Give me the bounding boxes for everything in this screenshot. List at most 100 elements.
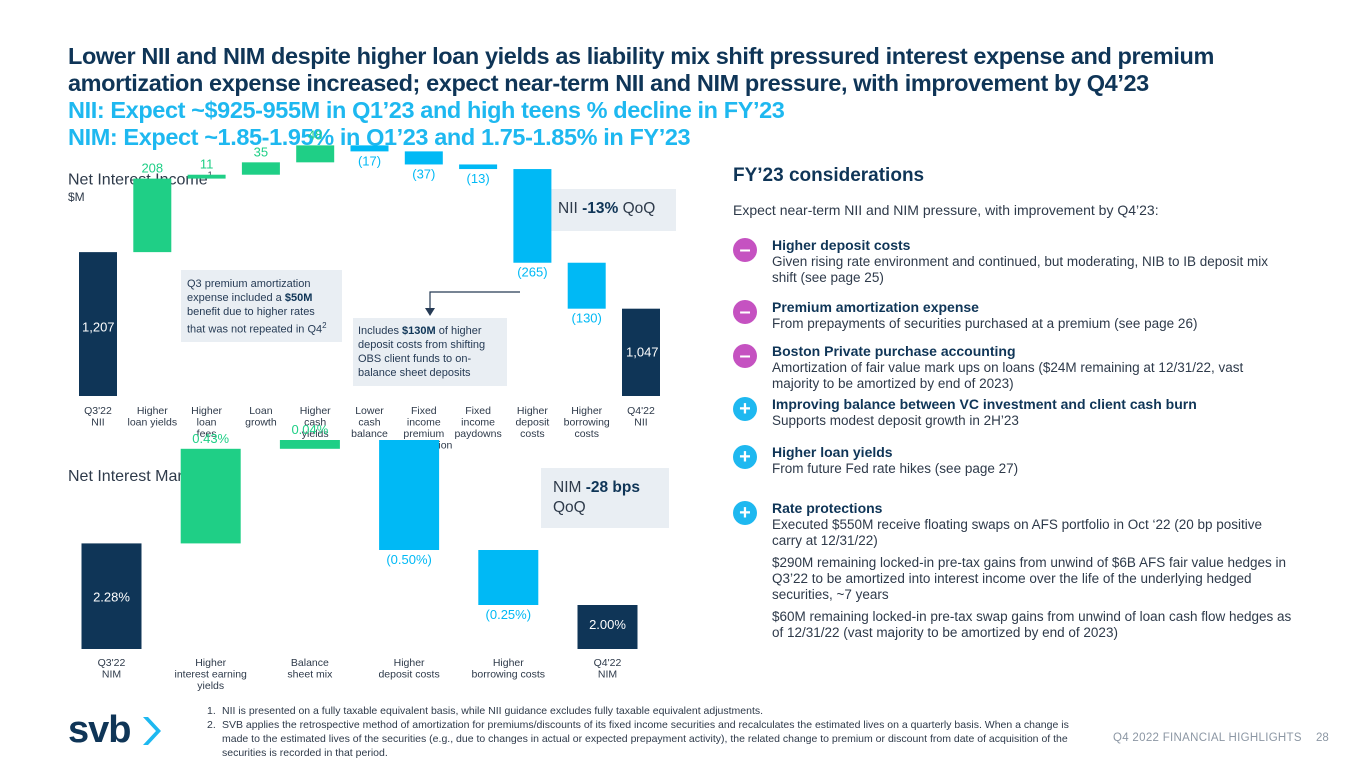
category-tick-label: Higher xyxy=(517,405,548,417)
chart-bar xyxy=(279,440,340,449)
chart-bar xyxy=(350,145,389,152)
bar-value-label: (0.50%) xyxy=(386,552,432,567)
plus-icon: + xyxy=(733,397,757,421)
nii-unit-label: $M xyxy=(68,190,85,204)
bar-value-label: 1,207 xyxy=(82,319,115,334)
category-tick-label: borrowing xyxy=(564,417,610,429)
plus-icon: + xyxy=(733,445,757,469)
consideration-head: Improving balance between VC investment … xyxy=(772,396,1197,412)
fy23-considerations-panel: FY’23 considerations Expect near-term NI… xyxy=(733,165,1293,640)
category-tick-label: loan xyxy=(197,417,217,429)
chart-bar xyxy=(513,169,552,263)
bar-value-label: 2.00% xyxy=(589,617,626,632)
consideration-text: Executed $550M receive floating swaps on… xyxy=(772,517,1263,548)
consideration-head: Rate protections xyxy=(772,500,883,516)
category-tick-label: deposit xyxy=(515,417,549,429)
category-tick-label: NII xyxy=(634,417,647,429)
bar-value-label: 35 xyxy=(254,144,268,159)
consideration-text: From future Fed rate hikes (see page 27) xyxy=(772,461,1019,476)
category-tick-label: Higher xyxy=(493,657,524,669)
category-tick-label: Loan xyxy=(249,405,273,417)
chart-bar xyxy=(459,164,498,170)
category-tick-label: Balance xyxy=(291,657,329,669)
footnote: 2. SVB applies the retrospective method o… xyxy=(207,719,1069,759)
category-tick-label: Higher xyxy=(571,405,602,417)
footnotes: 1. NII is presented on a fully taxable eq… xyxy=(207,704,1097,760)
chart-bar xyxy=(296,145,335,163)
subtitle-nii: NII: Expect ~$925-955M in Q1’23 and high… xyxy=(68,97,785,123)
bar-value-label: 2.28% xyxy=(93,589,130,604)
consideration-text: $60M remaining locked-in pre-tax swap ga… xyxy=(772,609,1292,640)
chart-bar xyxy=(180,448,241,544)
consideration-text: Given rising rate environment and contin… xyxy=(772,254,1269,285)
chart-bar xyxy=(133,178,172,253)
category-tick-label: balance xyxy=(351,428,388,440)
category-tick-label: deposit costs xyxy=(378,669,439,681)
bar-value-label: (13) xyxy=(467,171,490,186)
chart-bar xyxy=(577,605,638,649)
page-number: 28 xyxy=(1316,732,1329,744)
category-tick-label: Q4'22 xyxy=(594,657,622,669)
considerations-title: FY’23 considerations xyxy=(733,165,925,186)
consideration-text: Amortization of fair value mark ups on l… xyxy=(772,360,1244,391)
category-tick-label: paydowns xyxy=(454,428,501,440)
category-tick-label: growth xyxy=(245,417,277,429)
category-tick-label: cash xyxy=(358,417,380,429)
category-tick-label: Lower xyxy=(355,405,384,417)
category-tick-label: Q3'22 xyxy=(84,405,112,417)
consideration-head: Premium amortization expense xyxy=(772,299,979,315)
category-tick-label: income xyxy=(407,417,441,429)
plus-icon: + xyxy=(733,501,757,525)
bar-value-label: 0.43% xyxy=(192,431,229,446)
category-tick-label: Higher xyxy=(137,405,168,417)
chart-bar xyxy=(379,440,440,550)
consideration-text: $290M remaining locked-in pre-tax gains … xyxy=(772,555,1287,602)
consideration-text: From prepayments of securities purchased… xyxy=(772,316,1198,331)
svb-logo: svb xyxy=(68,709,168,757)
category-tick-label: income xyxy=(461,417,495,429)
footnote: 1. NII is presented on a fully taxable eq… xyxy=(207,705,764,717)
consideration-head: Boston Private purchase accounting xyxy=(772,343,1016,359)
category-tick-label: Q3'22 xyxy=(98,657,126,669)
category-tick-label: NII xyxy=(91,417,104,429)
considerations-intro: Expect near-term NII and NIM pressure, w… xyxy=(733,202,1159,218)
nim-chart-title: Net Interest Margin xyxy=(68,468,205,485)
minus-icon: – xyxy=(733,344,757,368)
deposit-cost-callout: Includes $130M of higher deposit costs f… xyxy=(353,318,507,386)
minus-icon: – xyxy=(733,300,757,324)
category-tick-label: cash xyxy=(304,417,326,429)
category-tick-label: Higher xyxy=(195,657,226,669)
category-tick-label: yields xyxy=(197,680,224,692)
consideration-head: Higher deposit costs xyxy=(772,237,911,253)
category-tick-label: NIM xyxy=(102,669,121,681)
page-title: Lower NII and NIM despite higher loan yi… xyxy=(68,43,1328,151)
svg-text:svb: svb xyxy=(68,710,130,751)
callout-arrow-icon xyxy=(425,308,435,316)
category-tick-label: fees xyxy=(197,428,217,440)
category-tick-label: yields xyxy=(302,428,329,440)
bar-value-label: 208 xyxy=(141,161,163,176)
nim-kpi-badge: NIM -28 bps QoQ xyxy=(541,468,669,528)
category-tick-label: costs xyxy=(574,428,599,440)
bar-value-label: (130) xyxy=(572,311,602,326)
bar-value-label: 0.04% xyxy=(291,422,328,437)
chart-bar xyxy=(81,543,142,649)
bar-value-label: 48 xyxy=(308,127,322,142)
category-tick-label: NIM xyxy=(598,669,617,681)
premium-amortization-callout: Q3 premium amortization expense included… xyxy=(181,270,342,342)
callout-connector-line xyxy=(429,291,520,310)
chart-bar xyxy=(79,252,117,396)
category-tick-label: Higher xyxy=(300,405,331,417)
category-tick-label: loan yields xyxy=(127,417,177,429)
chart-bar xyxy=(567,262,606,309)
category-tick-label: Fixed xyxy=(411,405,437,417)
bar-value-label: 1,047 xyxy=(626,345,659,360)
chart-bar xyxy=(241,162,280,175)
bar-value-label: 11 xyxy=(200,157,214,172)
category-tick-label: premium xyxy=(403,428,444,440)
chart-bar xyxy=(404,151,443,165)
category-tick-label: Q4'22 xyxy=(627,405,655,417)
category-tick-label: interest earning xyxy=(175,669,248,681)
bar-value-label: (17) xyxy=(358,153,381,168)
